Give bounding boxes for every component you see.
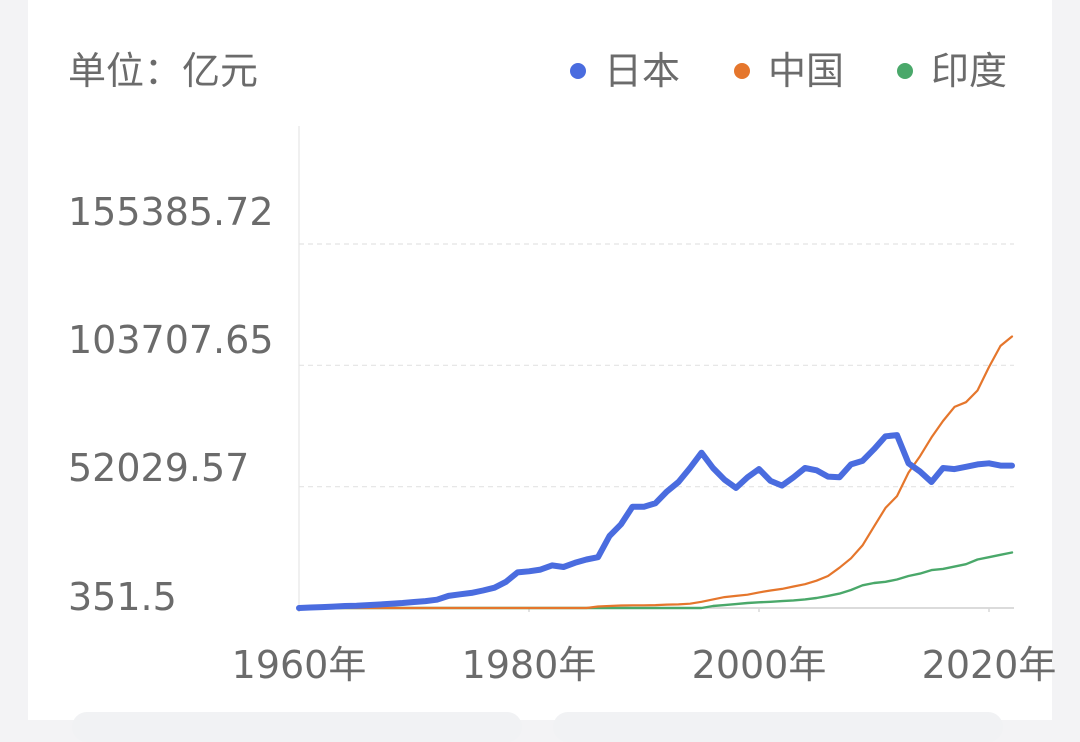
y-tick-label: 52029.57: [68, 446, 249, 490]
legend: 日本 中国 印度: [570, 49, 1007, 93]
legend-label-china: 中国: [768, 49, 844, 93]
x-axis-ticks: 1960年 1980年 2000年 2020年: [232, 608, 1057, 687]
series-line-india: [297, 551, 1014, 610]
x-tick-label: 1980年: [462, 643, 597, 687]
legend-marker-india: [897, 63, 913, 79]
unit-label: 单位：亿元: [68, 49, 258, 93]
x-tick-label: 2000年: [692, 643, 827, 687]
y-tick-label: 351.5: [68, 575, 177, 619]
y-axis-ticks: 351.5 52029.57 103707.65 155385.72: [68, 190, 274, 619]
grid-lines: [298, 126, 1014, 609]
legend-marker-japan: [570, 63, 586, 79]
series-line-japan: [296, 432, 1015, 611]
legend-label-japan: 日本: [604, 49, 680, 93]
y-tick-label: 155385.72: [68, 190, 274, 234]
legend-marker-china: [734, 63, 750, 79]
y-tick-label: 103707.65: [68, 318, 274, 362]
chart-card: [28, 0, 1052, 720]
series-line-china: [297, 335, 1014, 610]
x-tick-label: 2020年: [922, 643, 1057, 687]
series-lines: [296, 335, 1015, 611]
x-tick-label: 1960年: [232, 643, 367, 687]
line-chart: 单位：亿元 日本 中国 印度 351.5 52029.57 103707.65 155…: [68, 49, 1057, 687]
legend-label-india: 印度: [931, 49, 1007, 93]
